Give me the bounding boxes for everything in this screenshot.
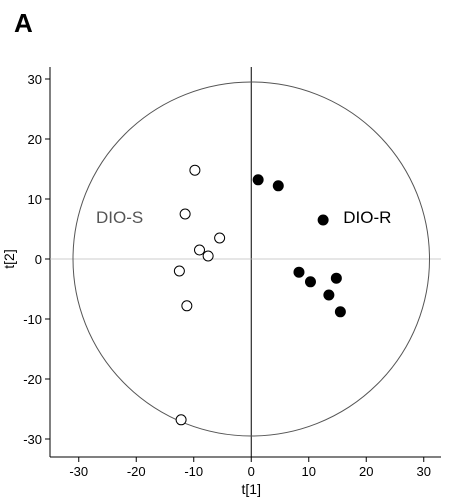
x-tick-label: 10 — [302, 464, 316, 479]
point-dio-s — [173, 265, 185, 277]
y-tick-label: 20 — [28, 132, 42, 147]
x-tick-label: -10 — [184, 464, 203, 479]
point-dio-r — [304, 276, 316, 288]
group-label: DIO-R — [343, 208, 391, 227]
point-dio-s — [194, 244, 205, 256]
point-dio-r — [317, 214, 329, 226]
y-tick-label: -20 — [23, 372, 42, 387]
point-dio-r — [272, 180, 284, 192]
y-tick-label: -10 — [23, 312, 42, 327]
x-tick-label: 0 — [248, 464, 255, 479]
point-dio-r — [252, 174, 264, 186]
x-axis-title: t[1] — [242, 481, 261, 497]
point-dio-s — [214, 232, 226, 244]
x-tick-label: -30 — [69, 464, 88, 479]
y-tick-label: 30 — [28, 72, 42, 87]
point-dio-s — [181, 300, 193, 312]
point-dio-s — [202, 250, 214, 262]
confidence-ellipse — [72, 81, 430, 437]
point-dio-r — [323, 289, 335, 301]
x-tick-label: 20 — [359, 464, 373, 479]
y-axis-title: t[2] — [1, 249, 17, 268]
point-dio-s — [189, 164, 201, 176]
x-tick-label: -20 — [127, 464, 146, 479]
point-dio-r — [334, 306, 346, 318]
point-dio-s — [175, 414, 187, 426]
y-tick-label: 0 — [35, 252, 42, 267]
y-tick-label: 10 — [28, 192, 42, 207]
group-label: DIO-S — [96, 208, 143, 227]
point-dio-r — [330, 272, 342, 284]
y-tick-label: -30 — [23, 432, 42, 447]
panel-letter: A — [14, 8, 33, 38]
point-dio-r — [293, 266, 305, 278]
x-tick-label: 30 — [417, 464, 431, 479]
point-dio-s — [179, 208, 191, 220]
